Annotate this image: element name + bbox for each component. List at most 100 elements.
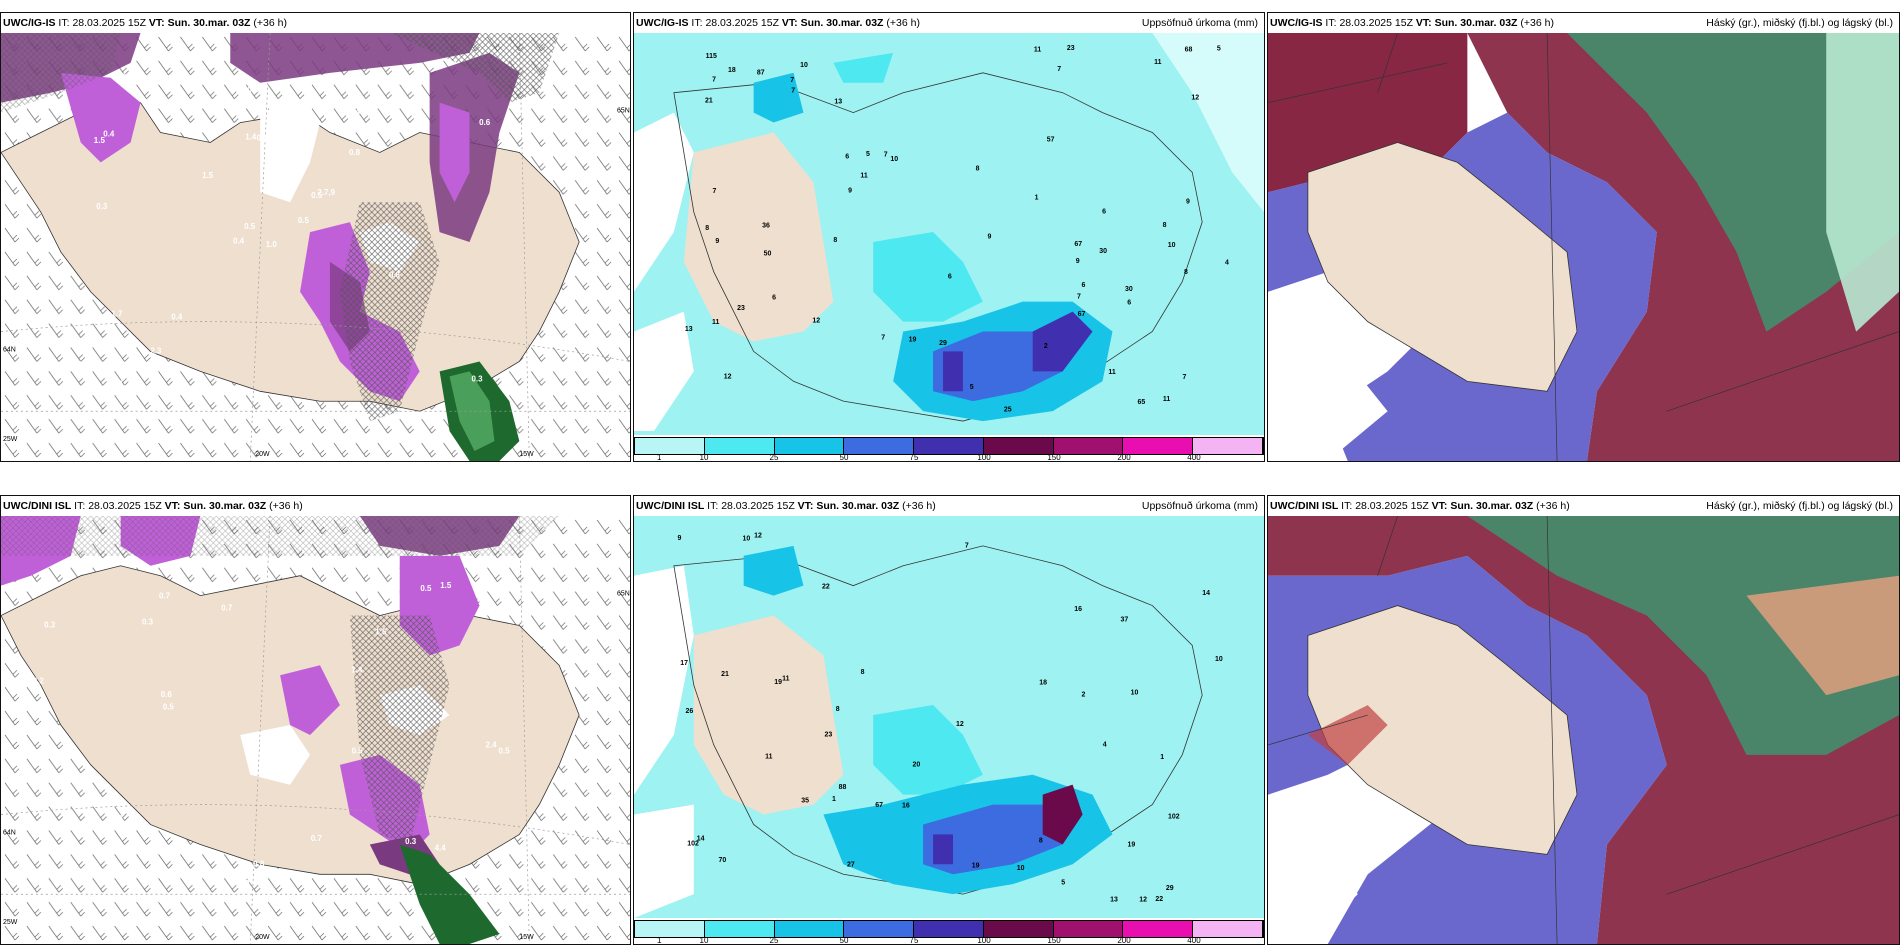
- map-value-label: 7: [712, 76, 716, 83]
- map-value-label: 8: [1184, 269, 1188, 276]
- colorbar-swatch: [774, 438, 845, 454]
- colorbar-swatch: [914, 921, 984, 937]
- map-value-label: 0.8: [349, 148, 361, 157]
- colorbar-swatch: [844, 438, 915, 454]
- precip-colorbar: 1 10 25 50 75 100 150 200 400: [634, 918, 1264, 944]
- map-value-label: 10: [1215, 656, 1223, 663]
- colorbar-tick-label: 400: [1187, 936, 1201, 945]
- map-value-label: 67: [1074, 241, 1082, 248]
- map-value-label: 9: [1186, 198, 1190, 205]
- map-value-label: 7: [1057, 66, 1061, 73]
- colorbar-tick-label: 1: [656, 453, 662, 462]
- map-value-label: 16: [1074, 606, 1082, 613]
- colorbar-swatch: [635, 438, 705, 454]
- map-value-label: 11: [1108, 369, 1115, 376]
- map-value-label: 1: [1160, 754, 1164, 761]
- colorbar-swatch: [1123, 921, 1194, 937]
- map-value-label: 88: [839, 784, 847, 791]
- map-value-label: 2.2: [33, 677, 45, 686]
- map-value-label: 11: [1163, 396, 1170, 403]
- map-value-label: 0.3: [472, 374, 484, 383]
- map-value-label: 10: [1017, 865, 1025, 872]
- map-value-label: 2.1: [113, 813, 125, 822]
- map-value-label: 10: [800, 62, 808, 69]
- colorbar-swatch: [774, 921, 845, 937]
- map-value-label: 13: [1110, 896, 1118, 903]
- map-value-label: 2.7,9: [317, 188, 335, 197]
- map-value-label: 0.6: [389, 270, 401, 279]
- map-value-label: 12: [1191, 95, 1199, 102]
- axis-label-15w: 15W: [519, 934, 534, 941]
- map-value-label: 12: [754, 533, 762, 540]
- map-value-label: 29: [1166, 885, 1174, 892]
- map-value-label: 35: [801, 797, 809, 804]
- map-value-label: 30: [1125, 286, 1133, 293]
- colorbar-tick-label: 150: [1047, 453, 1061, 462]
- map-value-label: 8: [1163, 222, 1167, 229]
- map-value-label: 1.7: [119, 380, 131, 389]
- map-value-label: 26: [686, 708, 694, 715]
- map-value-label: 12: [956, 721, 964, 728]
- colorbar-tick-label: 10: [699, 936, 709, 945]
- map-value-label: 6: [1081, 282, 1085, 289]
- panel-title: Uppsöfnuð úrkoma (mm): [1141, 17, 1258, 29]
- map-value-label: 4: [1225, 259, 1229, 266]
- map-value-label: 0.6: [141, 853, 153, 862]
- map-value-label: 0.4: [233, 237, 245, 246]
- colorbar-swatch: [1193, 438, 1264, 454]
- map-value-label: 5: [866, 151, 870, 158]
- map-value-label: 6: [948, 274, 952, 281]
- map-value-label: 36: [762, 222, 770, 229]
- map-value-label: 1.5: [440, 581, 452, 590]
- colorbar-swatch: [1053, 438, 1124, 454]
- axis-label-20w: 20W: [255, 934, 270, 941]
- map-value-label: 0.5: [163, 703, 175, 712]
- axis-label-25w: 25W: [3, 919, 18, 926]
- map-value-label: 7: [713, 188, 717, 195]
- wind-precip-map: 1.0 1.5 0.5 1.1 0.5 0.4 0.9 0.4 0.4 0.5 0.3 0.3 0.3 0…: [1, 33, 630, 461]
- map-value-label: 5: [1061, 879, 1065, 886]
- map-panel-dini-wind: UWC/DINI ISL IT: 28.03.2025 15Z VT: Sun.…: [0, 495, 631, 945]
- map-value-label: 9: [848, 187, 852, 194]
- map-value-label: 30: [1099, 248, 1107, 255]
- map-value-label: 8: [836, 706, 840, 713]
- map-value-label: 0.5: [420, 584, 432, 593]
- map-value-label: 1.5: [375, 627, 387, 636]
- map-value-label: 102: [687, 841, 699, 848]
- colorbar-swatch: [704, 438, 775, 454]
- map-value-label: 0.3: [44, 621, 56, 630]
- map-value-label: 1.4: [351, 666, 363, 675]
- colorbar-swatch: [635, 921, 705, 937]
- map-value-label: 12: [1139, 896, 1147, 903]
- colorbar-tick-label: 1: [656, 936, 662, 945]
- map-value-label: 68: [1185, 46, 1193, 53]
- map-value-label: 0.6: [292, 164, 304, 173]
- map-value-label: 1: [832, 796, 836, 803]
- map-value-label: 13: [685, 326, 693, 333]
- map-value-label: 11: [782, 675, 789, 682]
- map-value-label: 18: [1039, 679, 1047, 686]
- map-value-label: 21: [721, 671, 729, 678]
- colorbar-swatch: [914, 438, 984, 454]
- map-value-label: 5: [1217, 46, 1221, 53]
- map-value-label: 0.4: [171, 312, 183, 321]
- precip-colorbar: 1 10 25 50 75 100 150 200 400: [634, 435, 1264, 461]
- map-value-label: 7: [1182, 374, 1186, 381]
- map-value-label: 6: [1127, 299, 1131, 306]
- panel-header: UWC/DINI ISL IT: 28.03.2025 15Z VT: Sun.…: [634, 496, 1264, 516]
- map-value-label: 9: [1076, 258, 1080, 265]
- map-value-label: 11: [1154, 59, 1161, 66]
- colorbar-swatch: [983, 438, 1054, 454]
- map-value-label: 17: [680, 660, 688, 667]
- map-value-label: 22: [822, 583, 830, 590]
- map-value-label: 22: [1155, 896, 1163, 903]
- wind-precip-map: 0.3 0.3 1.4 0.8 0.5 0.3 0.5 0.5 1.5 0.5 2.4 0.7 1.5 2…: [1, 516, 630, 944]
- colorbar-tick-label: 75: [909, 936, 919, 945]
- map-value-label: 4: [1103, 742, 1107, 749]
- map-value-label: 10: [890, 156, 898, 163]
- map-value-label: 0.4: [269, 133, 281, 142]
- map-value-label: 6: [845, 154, 849, 161]
- map-value-label: 7: [884, 151, 888, 158]
- map-value-label: 1.5: [202, 171, 214, 180]
- map-value-label: 25: [1004, 407, 1012, 414]
